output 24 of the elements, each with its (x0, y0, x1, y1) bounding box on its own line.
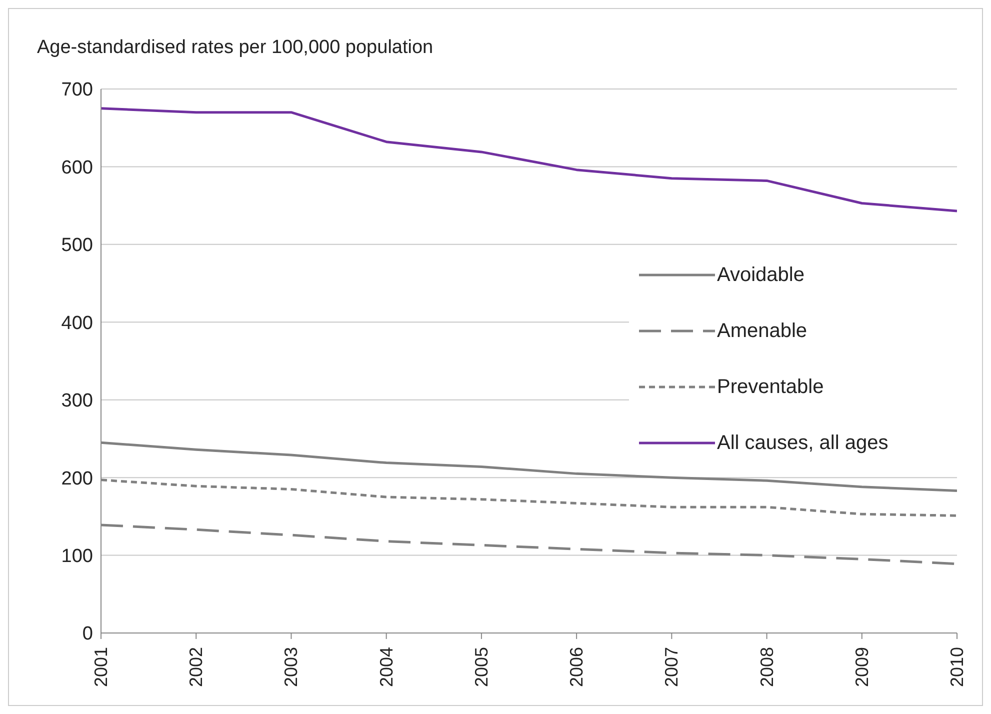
y-tick-label: 700 (61, 80, 93, 101)
y-tick-label: 600 (61, 157, 93, 178)
y-tick-label: 200 (61, 468, 93, 490)
x-tick-label: 2002 (186, 647, 206, 688)
x-tick-label: 2010 (947, 647, 967, 688)
x-tick-label: 2009 (852, 647, 872, 688)
y-tick-label: 300 (61, 390, 93, 412)
legend-label: Amenable (717, 320, 808, 342)
legend-label: All causes, all ages (717, 432, 888, 454)
x-tick-label: 2003 (281, 647, 302, 688)
x-tick-label: 2004 (376, 647, 396, 688)
y-tick-label: 100 (61, 546, 93, 568)
y-axis-title: Age-standardised rates per 100,000 population (37, 37, 434, 59)
x-tick-label: 2001 (91, 647, 111, 688)
line-series (101, 107, 957, 212)
x-tick-label: 2005 (471, 647, 492, 688)
x-tick-label: 2007 (662, 647, 682, 688)
x-tick-label: 2008 (756, 647, 777, 688)
legend-label: Avoidable (717, 264, 804, 286)
y-tick-label: 400 (61, 312, 93, 334)
y-tick-label: 0 (82, 624, 93, 645)
x-tick-label: 2006 (566, 647, 587, 688)
legend-label: Preventable (717, 376, 824, 398)
y-tick-label: 500 (61, 235, 93, 256)
